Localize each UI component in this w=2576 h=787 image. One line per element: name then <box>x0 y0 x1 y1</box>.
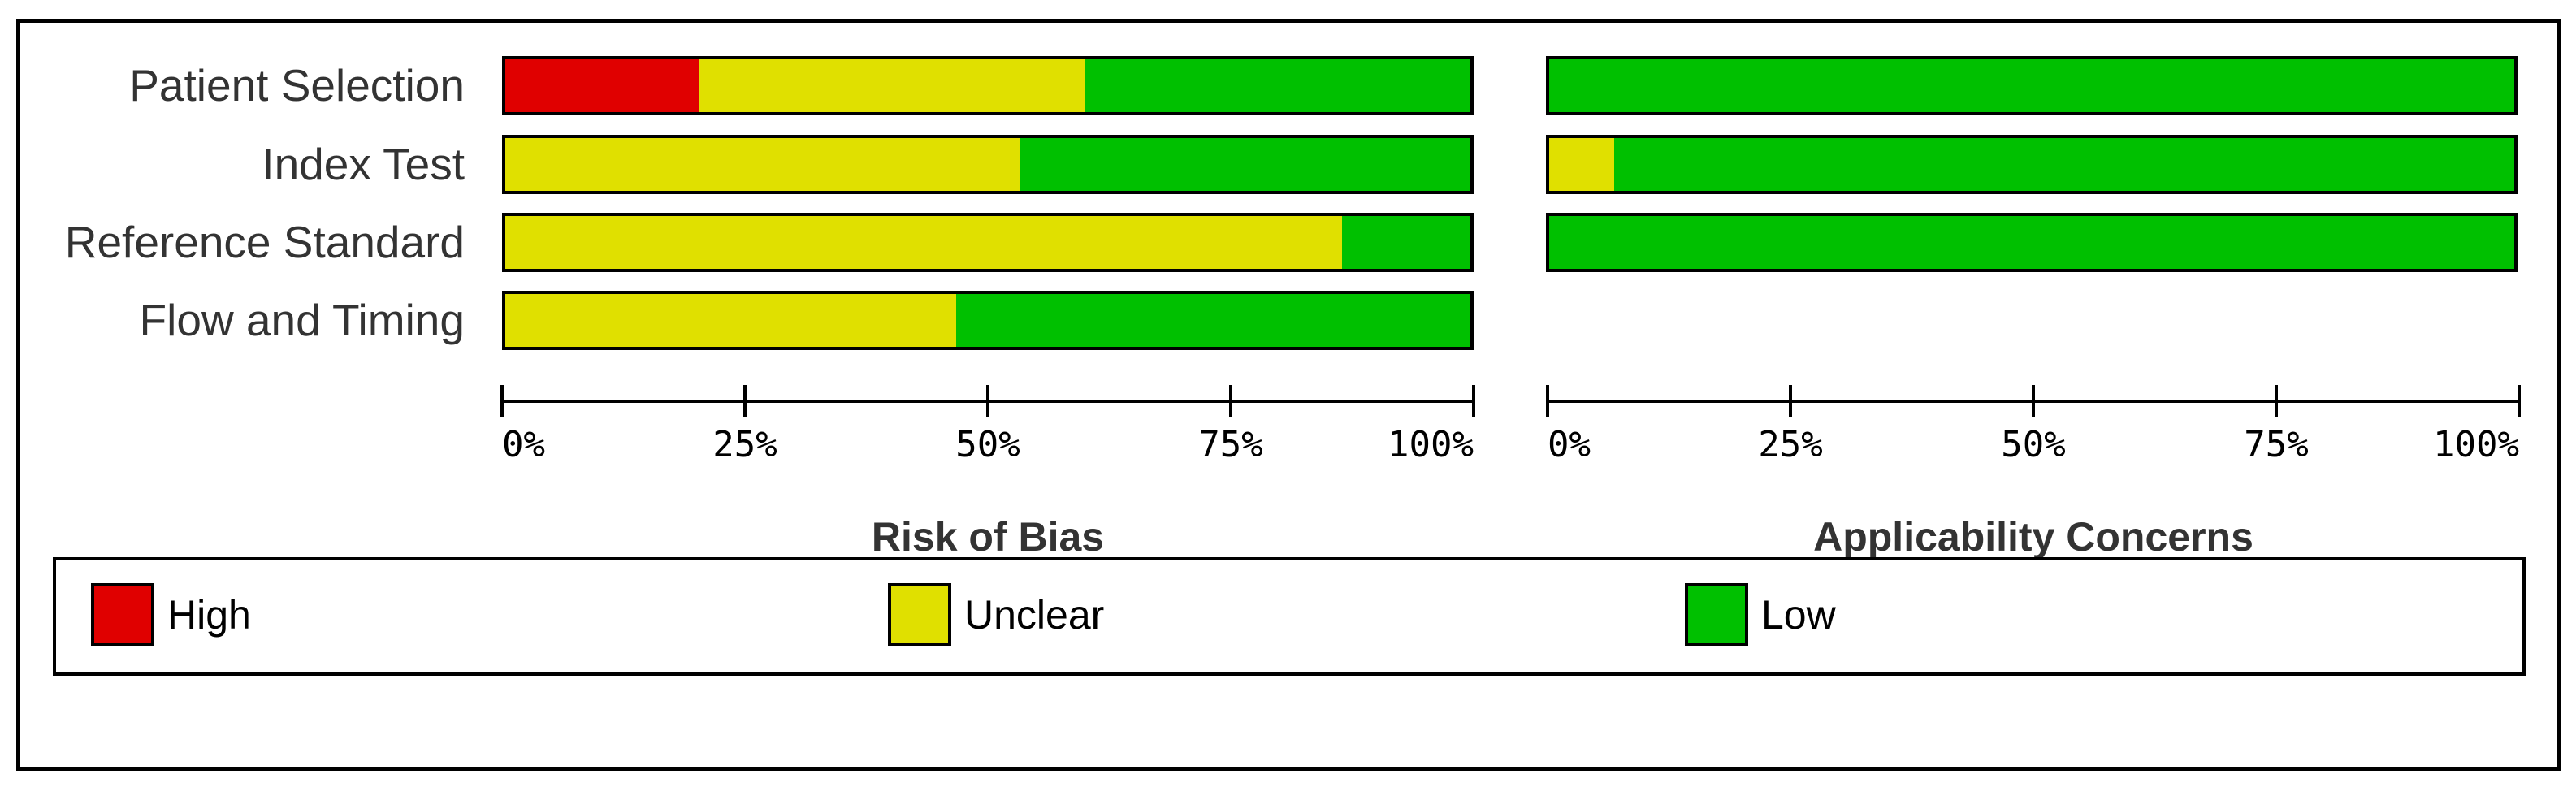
applicability-bar-index-test <box>1546 135 2518 194</box>
bar-segment-unclear <box>505 294 956 347</box>
bar-segment-unclear <box>698 59 1085 112</box>
domain-label-index-test: Index Test <box>262 139 465 189</box>
axis-tick <box>986 385 989 417</box>
applicability-bar-patient-selection <box>1546 56 2518 115</box>
risk-of-bias-bar-flow-and-timing <box>502 291 1474 350</box>
applicability-bar-reference-standard <box>1546 213 2518 272</box>
applicability-x-axis: 0% 25% 50% 75% 100% <box>1546 385 2521 465</box>
bar-segment-low <box>1020 138 1470 191</box>
axis-tick-label: 75% <box>2244 424 2309 465</box>
domain-label-reference-standard: Reference Standard <box>64 217 465 267</box>
risk-of-bias-bar-index-test <box>502 135 1474 194</box>
legend-label-unclear: Unclear <box>964 592 1105 638</box>
legend-label-low: Low <box>1761 592 1836 638</box>
bar-segment-low <box>1549 59 2514 112</box>
axis-tick-label: 25% <box>1758 424 1823 465</box>
legend-item-unclear: Unclear <box>888 583 1104 646</box>
axis-tick-label: 100% <box>2433 424 2519 465</box>
risk-of-bias-bar-patient-selection <box>502 56 1474 115</box>
bar-segment-low <box>1549 216 2514 269</box>
axis-tick <box>2032 385 2035 417</box>
axis-tick-label: 75% <box>1198 424 1263 465</box>
axis-tick <box>2518 385 2521 417</box>
risk-of-bias-bar-reference-standard <box>502 213 1474 272</box>
risk-of-bias-x-axis: 0% 25% 50% 75% 100% <box>500 385 1475 465</box>
legend-label-high: High <box>167 592 251 638</box>
bar-segment-low <box>955 294 1470 347</box>
axis-tick-label: 25% <box>712 424 777 465</box>
bar-segment-low <box>1613 138 2514 191</box>
legend: High Unclear Low <box>53 557 2526 676</box>
axis-tick-label: 0% <box>502 424 545 465</box>
axis-tick <box>743 385 747 417</box>
legend-item-low: Low <box>1685 583 1836 646</box>
legend-swatch-low <box>1685 583 1748 646</box>
axis-tick <box>500 385 504 417</box>
axis-tick-label: 0% <box>1548 424 1591 465</box>
axis-tick <box>1229 385 1232 417</box>
legend-swatch-unclear <box>888 583 951 646</box>
domain-label-patient-selection: Patient Selection <box>129 60 465 110</box>
applicability-concerns-title: Applicability Concerns <box>1813 514 2253 560</box>
axis-tick <box>1546 385 1549 417</box>
bar-segment-low <box>1341 216 1470 269</box>
bar-segment-unclear <box>505 216 1342 269</box>
axis-tick-label: 50% <box>2001 424 2066 465</box>
domain-label-flow-and-timing: Flow and Timing <box>139 295 465 345</box>
axis-tick <box>1472 385 1475 417</box>
bar-segment-unclear <box>1549 138 1614 191</box>
risk-of-bias-title: Risk of Bias <box>871 514 1105 560</box>
legend-item-high: High <box>91 583 251 646</box>
axis-tick-label: 50% <box>955 424 1020 465</box>
bar-segment-low <box>1084 59 1470 112</box>
axis-tick <box>1789 385 1792 417</box>
bar-segment-unclear <box>505 138 1020 191</box>
legend-swatch-high <box>91 583 154 646</box>
axis-tick-label: 100% <box>1388 424 1474 465</box>
axis-tick <box>2275 385 2278 417</box>
bar-segment-high <box>505 59 699 112</box>
